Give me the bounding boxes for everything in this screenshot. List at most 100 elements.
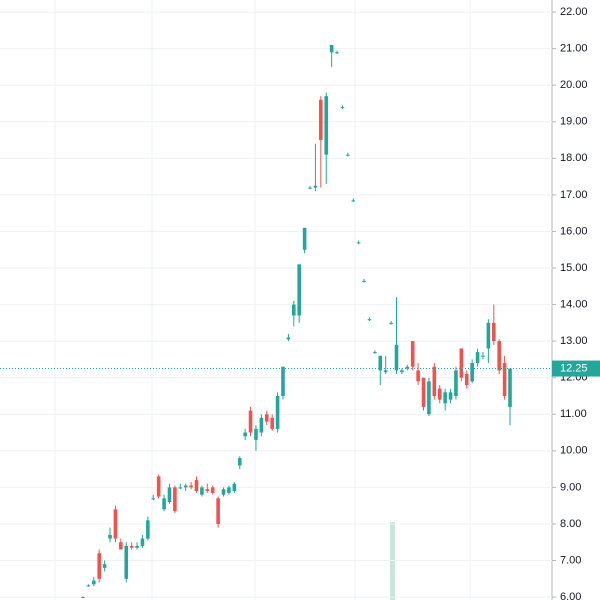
- candle-body: [324, 96, 329, 155]
- candle-body: [167, 487, 172, 503]
- candle-body: [140, 538, 145, 546]
- candle-body: [356, 242, 361, 244]
- candle-body: [351, 200, 356, 202]
- candle-body: [459, 348, 464, 378]
- candle-body: [302, 227, 307, 250]
- candle-body: [319, 99, 323, 141]
- candle-body: [454, 370, 458, 396]
- candle-body: [362, 280, 366, 282]
- candle-body: [373, 352, 377, 354]
- candle-body: [313, 185, 318, 188]
- candle-body: [270, 417, 274, 429]
- candle-body: [97, 553, 102, 579]
- candle-body: [264, 414, 269, 422]
- candle-body: [275, 395, 280, 429]
- candle-body: [237, 458, 242, 466]
- candle-body: [464, 374, 469, 386]
- y-tick-label: 18.00: [560, 152, 588, 164]
- candle-body: [329, 44, 334, 53]
- candle-body: [470, 363, 474, 382]
- candle-body: [232, 483, 237, 492]
- candle-body: [367, 319, 372, 321]
- candle-body: [502, 363, 507, 396]
- last-price-box: [552, 360, 600, 377]
- candle-body: [124, 545, 129, 579]
- candle-body: [394, 344, 399, 371]
- candle-body: [448, 392, 453, 400]
- candle-body: [286, 337, 291, 340]
- candle-body: [227, 487, 231, 493]
- y-tick-label: 19.00: [560, 116, 588, 128]
- candle-body: [486, 322, 491, 349]
- candle-body: [281, 366, 285, 396]
- candle-body: [475, 352, 480, 364]
- candle-body: [481, 355, 485, 357]
- candle-body: [416, 370, 420, 382]
- candle-body: [243, 432, 247, 437]
- last-price-label: 12.25: [560, 362, 588, 374]
- candle-body: [221, 489, 226, 495]
- candle-body: [108, 534, 112, 539]
- candle-body: [189, 485, 193, 488]
- candle-body: [291, 304, 296, 316]
- candle-body: [421, 377, 426, 407]
- candle-body: [156, 476, 161, 497]
- candle-body: [248, 410, 253, 433]
- candle-body: [102, 564, 107, 568]
- candle-body: [81, 597, 85, 599]
- candle-body: [400, 370, 404, 373]
- candle-body: [389, 322, 393, 324]
- candle-body: [194, 480, 199, 492]
- candle-body: [210, 487, 215, 493]
- candle-body: [92, 580, 96, 585]
- candle-body: [129, 545, 134, 548]
- y-tick-label: 6.00: [560, 591, 581, 600]
- candle-body: [340, 107, 345, 109]
- y-tick-label: 20.00: [560, 79, 588, 91]
- y-tick-label: 9.00: [560, 481, 581, 493]
- candle-body: [259, 417, 264, 433]
- candle-body: [410, 341, 415, 367]
- y-tick-label: 16.00: [560, 225, 588, 237]
- candle-body: [162, 498, 166, 510]
- candle-body: [113, 509, 118, 539]
- y-tick-label: 22.00: [560, 6, 588, 18]
- candle-body: [383, 370, 388, 373]
- y-tick-label: 7.00: [560, 554, 581, 566]
- candle-body: [178, 487, 183, 489]
- candle-body: [200, 487, 204, 495]
- candle-body: [308, 187, 312, 189]
- y-tick-label: 14.00: [560, 298, 588, 310]
- y-tick-label: 10.00: [560, 445, 588, 457]
- candle-body: [205, 489, 210, 492]
- candle-body: [119, 542, 123, 550]
- candle-body: [173, 487, 177, 512]
- y-tick-label: 13.00: [560, 335, 588, 347]
- candle-body: [86, 585, 91, 587]
- candle-body: [497, 341, 501, 371]
- y-tick-label: 15.00: [560, 262, 588, 274]
- y-tick-label: 11.00: [560, 408, 587, 420]
- vertical-grid: [54, 0, 471, 600]
- candle-body: [335, 52, 339, 54]
- y-tick-label: 8.00: [560, 518, 581, 530]
- candle-body: [427, 381, 431, 415]
- candle-body: [346, 154, 350, 156]
- candle-body: [432, 366, 437, 396]
- candle-body: [183, 485, 188, 488]
- candle-body: [254, 428, 258, 440]
- candle-body: [491, 322, 496, 342]
- candle-body: [508, 368, 512, 407]
- candle-body: [437, 388, 442, 400]
- candle-body: [443, 392, 447, 404]
- candle-body: [146, 520, 150, 539]
- candle-body: [216, 498, 220, 524]
- candle-body: [378, 355, 383, 371]
- y-tick-label: 21.00: [560, 43, 588, 55]
- candle-body: [135, 545, 139, 548]
- candle-body: [297, 264, 302, 316]
- candle-body: [151, 498, 156, 500]
- y-tick-label: 17.00: [560, 189, 588, 201]
- candle-body: [405, 366, 410, 369]
